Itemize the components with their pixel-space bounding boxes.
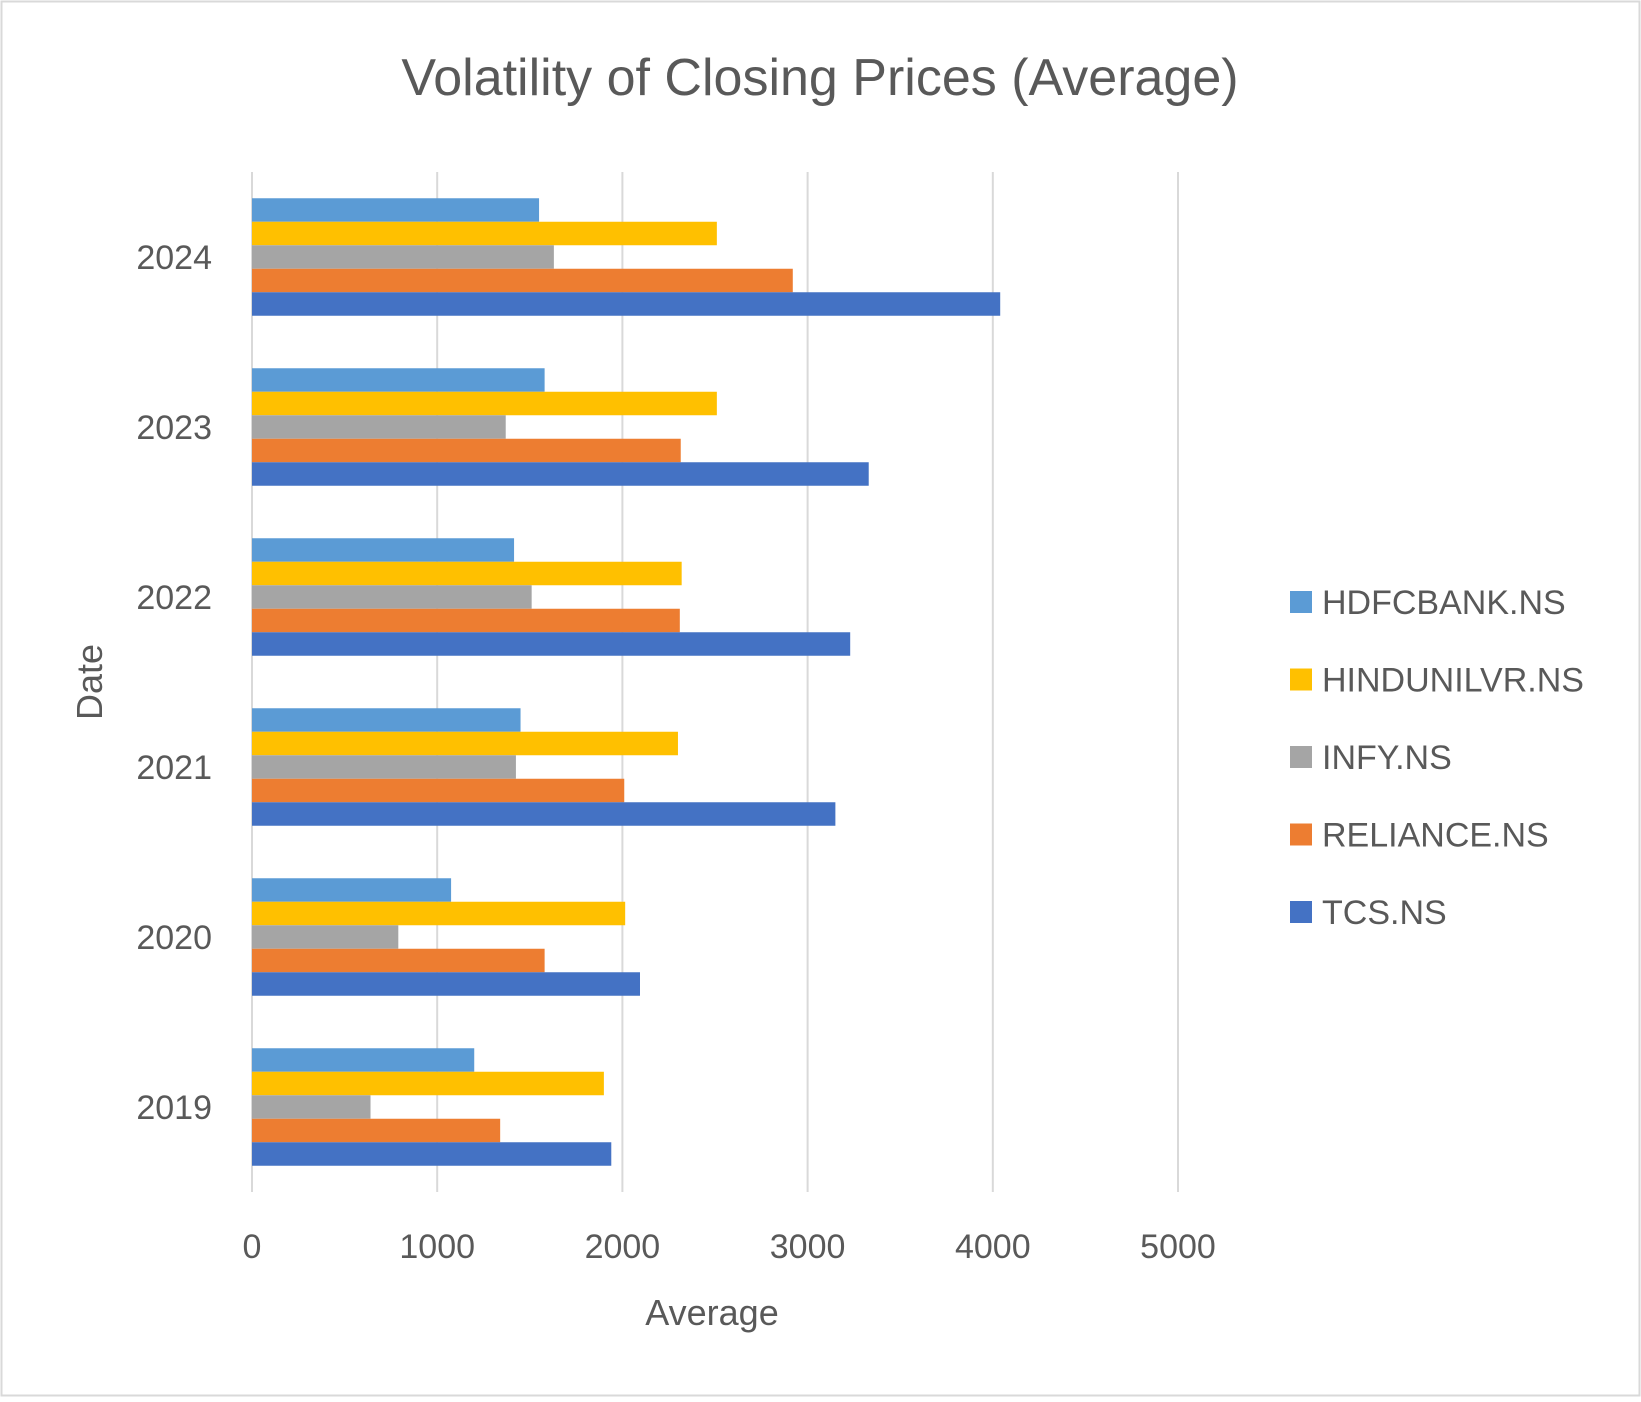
bar-hindunilvr-ns-2022 bbox=[252, 561, 682, 586]
bar-tcs-ns-2020 bbox=[252, 972, 640, 996]
bar-hindunilvr-ns-2021 bbox=[252, 731, 678, 756]
x-tick-label: 4000 bbox=[955, 1228, 1031, 1266]
bar-hindunilvr-ns-2020 bbox=[252, 901, 626, 926]
legend: HDFCBANK.NS HINDUNILVR.NS INFY.NS RELIANCE.… bbox=[1290, 584, 1584, 932]
bar-hdfcbank-ns-2022 bbox=[252, 538, 515, 562]
x-tick-label: 0 bbox=[243, 1228, 262, 1266]
x-axis-label: Average bbox=[645, 1292, 778, 1333]
bar-infy-ns-2023 bbox=[252, 415, 506, 439]
bar-reliance-ns-2022 bbox=[252, 608, 680, 633]
x-tick-label: 1000 bbox=[399, 1228, 475, 1266]
bar-infy-ns-2021 bbox=[252, 755, 516, 779]
bar-infy-ns-2019 bbox=[252, 1095, 371, 1119]
legend-label: HDFCBANK.NS bbox=[1322, 584, 1566, 622]
bar-hdfcbank-ns-2023 bbox=[252, 368, 545, 392]
legend-swatch bbox=[1290, 668, 1312, 691]
bar-hdfcbank-ns-2024 bbox=[252, 198, 540, 222]
bar-infy-ns-2024 bbox=[252, 245, 554, 269]
legend-swatch bbox=[1290, 823, 1312, 846]
bars bbox=[252, 198, 1001, 1166]
legend-label: INFY.NS bbox=[1322, 739, 1452, 777]
bar-tcs-ns-2019 bbox=[252, 1142, 612, 1166]
bar-infy-ns-2020 bbox=[252, 925, 399, 949]
bar-tcs-ns-2022 bbox=[252, 632, 851, 656]
x-tick-label: 2000 bbox=[585, 1228, 661, 1266]
legend-swatch bbox=[1290, 746, 1312, 768]
category-label: 2023 bbox=[136, 409, 212, 447]
category-labels: 2024 2023 2022 2021 2020 2019 bbox=[136, 239, 212, 1127]
legend-label: HINDUNILVR.NS bbox=[1322, 662, 1584, 700]
legend-label: RELIANCE.NS bbox=[1322, 817, 1549, 855]
bar-hdfcbank-ns-2021 bbox=[252, 708, 521, 732]
bar-tcs-ns-2023 bbox=[252, 462, 869, 486]
y-axis-label: Date bbox=[69, 644, 110, 720]
bar-tcs-ns-2021 bbox=[252, 802, 836, 826]
x-tick-labels: 0 1000 2000 3000 4000 5000 bbox=[243, 1228, 1216, 1266]
bar-hdfcbank-ns-2019 bbox=[252, 1048, 475, 1072]
bar-reliance-ns-2023 bbox=[252, 438, 681, 463]
x-tick-label: 5000 bbox=[1140, 1228, 1216, 1266]
x-tick-label: 3000 bbox=[770, 1228, 846, 1266]
legend-swatch bbox=[1290, 901, 1312, 923]
bar-reliance-ns-2024 bbox=[252, 268, 793, 293]
bar-hindunilvr-ns-2024 bbox=[252, 221, 717, 246]
category-label: 2024 bbox=[136, 239, 212, 277]
bar-hindunilvr-ns-2023 bbox=[252, 391, 717, 416]
bar-infy-ns-2022 bbox=[252, 585, 532, 609]
legend-label: TCS.NS bbox=[1322, 894, 1447, 932]
category-label: 2020 bbox=[136, 919, 212, 957]
bar-hdfcbank-ns-2020 bbox=[252, 878, 452, 902]
category-label: 2021 bbox=[136, 749, 212, 787]
chart-title: Volatility of Closing Prices (Average) bbox=[401, 49, 1238, 107]
bar-tcs-ns-2024 bbox=[252, 292, 1001, 316]
bar-reliance-ns-2021 bbox=[252, 778, 625, 803]
grid-lines bbox=[251, 172, 1179, 1192]
bar-hindunilvr-ns-2019 bbox=[252, 1071, 604, 1096]
bar-reliance-ns-2020 bbox=[252, 948, 545, 973]
category-label: 2019 bbox=[136, 1089, 212, 1127]
category-label: 2022 bbox=[136, 579, 212, 617]
bar-reliance-ns-2019 bbox=[252, 1118, 501, 1143]
legend-swatch bbox=[1290, 591, 1312, 613]
